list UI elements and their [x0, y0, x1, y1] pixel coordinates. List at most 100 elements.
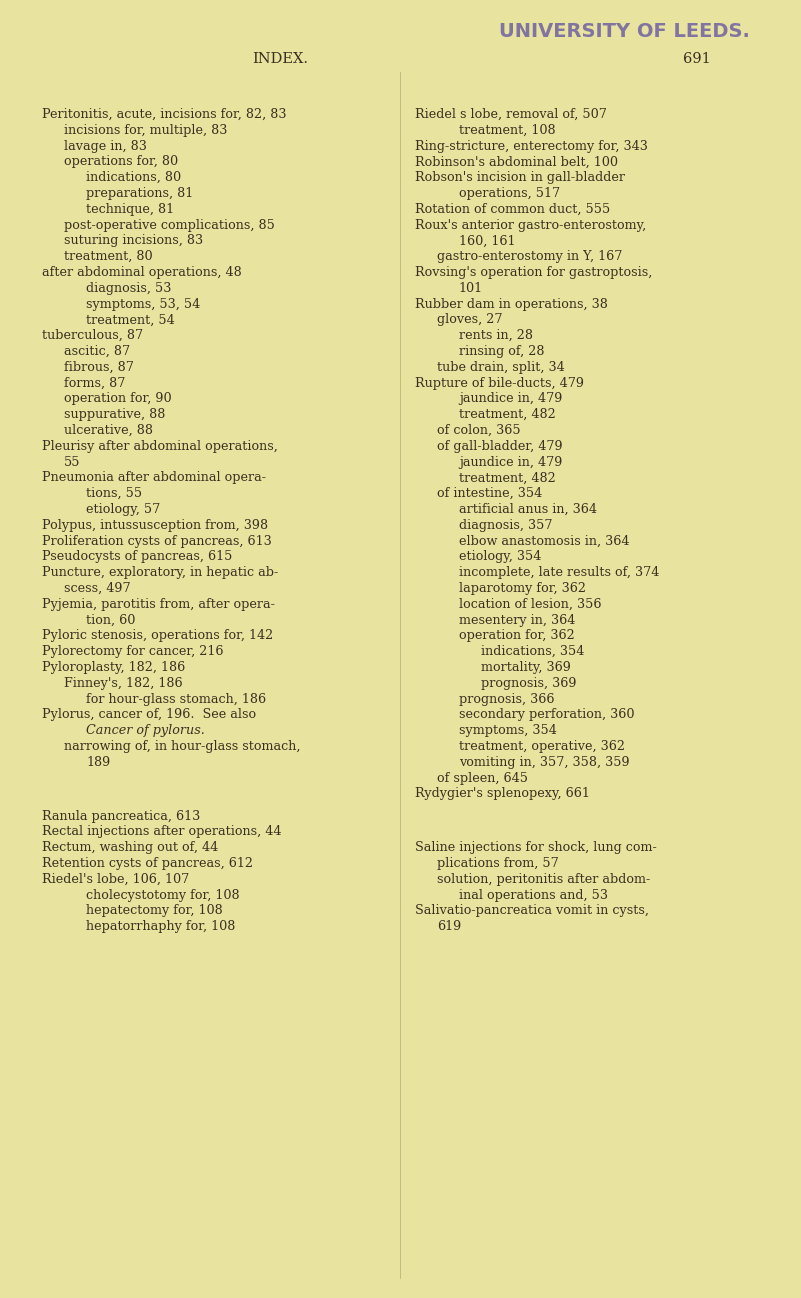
Text: Pyloroplasty, 182, 186: Pyloroplasty, 182, 186 — [42, 661, 185, 674]
Text: Finney's, 182, 186: Finney's, 182, 186 — [64, 676, 183, 689]
Text: suturing incisions, 83: suturing incisions, 83 — [64, 235, 203, 248]
Text: Puncture, exploratory, in hepatic ab-: Puncture, exploratory, in hepatic ab- — [42, 566, 278, 579]
Text: etiology, 354: etiology, 354 — [459, 550, 541, 563]
Text: 691: 691 — [683, 52, 710, 66]
Text: treatment, 108: treatment, 108 — [459, 123, 556, 136]
Text: UNIVERSITY OF LEEDS.: UNIVERSITY OF LEEDS. — [499, 22, 751, 42]
Text: of gall-bladder, 479: of gall-bladder, 479 — [437, 440, 562, 453]
Text: indications, 354: indications, 354 — [481, 645, 585, 658]
Text: operations for, 80: operations for, 80 — [64, 156, 178, 169]
Text: hepatectomy for, 108: hepatectomy for, 108 — [86, 905, 223, 918]
Text: Rectal injections after operations, 44: Rectal injections after operations, 44 — [42, 826, 281, 839]
Text: Pylorectomy for cancer, 216: Pylorectomy for cancer, 216 — [42, 645, 223, 658]
Text: Pseudocysts of pancreas, 615: Pseudocysts of pancreas, 615 — [42, 550, 232, 563]
Text: gloves, 27: gloves, 27 — [437, 313, 502, 326]
Text: laparotomy for, 362: laparotomy for, 362 — [459, 582, 586, 594]
Text: treatment, 482: treatment, 482 — [459, 471, 556, 484]
Text: Rydygier's splenopexy, 661: Rydygier's splenopexy, 661 — [415, 788, 590, 801]
Text: prognosis, 369: prognosis, 369 — [481, 676, 577, 689]
Text: solution, peritonitis after abdom-: solution, peritonitis after abdom- — [437, 872, 650, 885]
Text: vomiting in, 357, 358, 359: vomiting in, 357, 358, 359 — [459, 755, 630, 768]
Text: jaundice in, 479: jaundice in, 479 — [459, 456, 562, 469]
Text: hepatorrhaphy for, 108: hepatorrhaphy for, 108 — [86, 920, 235, 933]
Text: technique, 81: technique, 81 — [86, 202, 174, 215]
Text: Pylorus, cancer of, 196.  See also: Pylorus, cancer of, 196. See also — [42, 709, 256, 722]
Text: tuberculous, 87: tuberculous, 87 — [42, 330, 143, 343]
Text: tions, 55: tions, 55 — [86, 487, 142, 500]
Text: of colon, 365: of colon, 365 — [437, 424, 521, 437]
Text: preparations, 81: preparations, 81 — [86, 187, 193, 200]
Text: Ranula pancreatica, 613: Ranula pancreatica, 613 — [42, 810, 200, 823]
Text: gastro-enterostomy in Y, 167: gastro-enterostomy in Y, 167 — [437, 251, 622, 263]
Text: Rovsing's operation for gastroptosis,: Rovsing's operation for gastroptosis, — [415, 266, 652, 279]
Text: jaundice in, 479: jaundice in, 479 — [459, 392, 562, 405]
Text: Peritonitis, acute, incisions for, 82, 83: Peritonitis, acute, incisions for, 82, 8… — [42, 108, 287, 121]
Text: cholecystotomy for, 108: cholecystotomy for, 108 — [86, 889, 239, 902]
Text: of intestine, 354: of intestine, 354 — [437, 487, 542, 500]
Text: elbow anastomosis in, 364: elbow anastomosis in, 364 — [459, 535, 630, 548]
Text: Robinson's abdominal belt, 100: Robinson's abdominal belt, 100 — [415, 156, 618, 169]
Text: prognosis, 366: prognosis, 366 — [459, 693, 554, 706]
Text: Retention cysts of pancreas, 612: Retention cysts of pancreas, 612 — [42, 857, 253, 870]
Text: secondary perforation, 360: secondary perforation, 360 — [459, 709, 634, 722]
Text: incisions for, multiple, 83: incisions for, multiple, 83 — [64, 123, 227, 136]
Text: Riedel's lobe, 106, 107: Riedel's lobe, 106, 107 — [42, 872, 189, 885]
Text: Ring-stricture, enterectomy for, 343: Ring-stricture, enterectomy for, 343 — [415, 140, 648, 153]
Text: Pyloric stenosis, operations for, 142: Pyloric stenosis, operations for, 142 — [42, 630, 273, 643]
Text: forms, 87: forms, 87 — [64, 376, 126, 389]
Text: Riedel s lobe, removal of, 507: Riedel s lobe, removal of, 507 — [415, 108, 607, 121]
Text: tube drain, split, 34: tube drain, split, 34 — [437, 361, 565, 374]
Text: after abdominal operations, 48: after abdominal operations, 48 — [42, 266, 242, 279]
Text: 189: 189 — [86, 755, 111, 768]
Text: INDEX.: INDEX. — [252, 52, 308, 66]
Text: lavage in, 83: lavage in, 83 — [64, 140, 147, 153]
Text: incomplete, late results of, 374: incomplete, late results of, 374 — [459, 566, 659, 579]
Text: Rotation of common duct, 555: Rotation of common duct, 555 — [415, 202, 610, 215]
Text: ulcerative, 88: ulcerative, 88 — [64, 424, 153, 437]
Text: etiology, 57: etiology, 57 — [86, 504, 160, 517]
Text: fibrous, 87: fibrous, 87 — [64, 361, 134, 374]
Text: Rupture of bile-ducts, 479: Rupture of bile-ducts, 479 — [415, 376, 584, 389]
Text: Roux's anterior gastro-enterostomy,: Roux's anterior gastro-enterostomy, — [415, 218, 646, 231]
Text: treatment, 482: treatment, 482 — [459, 408, 556, 421]
Text: mortality, 369: mortality, 369 — [481, 661, 571, 674]
Text: treatment, 80: treatment, 80 — [64, 251, 153, 263]
Text: treatment, 54: treatment, 54 — [86, 313, 175, 326]
Text: of spleen, 645: of spleen, 645 — [437, 771, 528, 784]
Text: for hour-glass stomach, 186: for hour-glass stomach, 186 — [86, 693, 266, 706]
Text: Rubber dam in operations, 38: Rubber dam in operations, 38 — [415, 297, 608, 310]
Text: 160, 161: 160, 161 — [459, 235, 516, 248]
Text: Proliferation cysts of pancreas, 613: Proliferation cysts of pancreas, 613 — [42, 535, 272, 548]
Text: suppurative, 88: suppurative, 88 — [64, 408, 165, 421]
Text: inal operations and, 53: inal operations and, 53 — [459, 889, 608, 902]
Text: 55: 55 — [64, 456, 80, 469]
Text: scess, 497: scess, 497 — [64, 582, 131, 594]
Text: 101: 101 — [459, 282, 483, 295]
Text: location of lesion, 356: location of lesion, 356 — [459, 598, 602, 611]
Text: Cancer of pylorus.: Cancer of pylorus. — [86, 724, 205, 737]
Text: 619: 619 — [437, 920, 461, 933]
Text: indications, 80: indications, 80 — [86, 171, 181, 184]
Text: diagnosis, 357: diagnosis, 357 — [459, 519, 553, 532]
Text: artificial anus in, 364: artificial anus in, 364 — [459, 504, 597, 517]
Text: mesentery in, 364: mesentery in, 364 — [459, 614, 575, 627]
Text: Pleurisy after abdominal operations,: Pleurisy after abdominal operations, — [42, 440, 278, 453]
Text: post-operative complications, 85: post-operative complications, 85 — [64, 218, 275, 231]
Text: Pneumonia after abdominal opera-: Pneumonia after abdominal opera- — [42, 471, 266, 484]
Text: ascitic, 87: ascitic, 87 — [64, 345, 130, 358]
Text: rinsing of, 28: rinsing of, 28 — [459, 345, 545, 358]
Text: operation for, 90: operation for, 90 — [64, 392, 171, 405]
Text: Rectum, washing out of, 44: Rectum, washing out of, 44 — [42, 841, 218, 854]
Text: treatment, operative, 362: treatment, operative, 362 — [459, 740, 625, 753]
Text: operations, 517: operations, 517 — [459, 187, 560, 200]
Text: Salivatio-pancreatica vomit in cysts,: Salivatio-pancreatica vomit in cysts, — [415, 905, 649, 918]
Text: operation for, 362: operation for, 362 — [459, 630, 575, 643]
Text: Pyjemia, parotitis from, after opera-: Pyjemia, parotitis from, after opera- — [42, 598, 275, 611]
Text: symptoms, 354: symptoms, 354 — [459, 724, 557, 737]
Text: symptoms, 53, 54: symptoms, 53, 54 — [86, 297, 200, 310]
Text: plications from, 57: plications from, 57 — [437, 857, 559, 870]
Text: Polypus, intussusception from, 398: Polypus, intussusception from, 398 — [42, 519, 268, 532]
Text: diagnosis, 53: diagnosis, 53 — [86, 282, 171, 295]
Text: tion, 60: tion, 60 — [86, 614, 135, 627]
Text: Saline injections for shock, lung com-: Saline injections for shock, lung com- — [415, 841, 657, 854]
